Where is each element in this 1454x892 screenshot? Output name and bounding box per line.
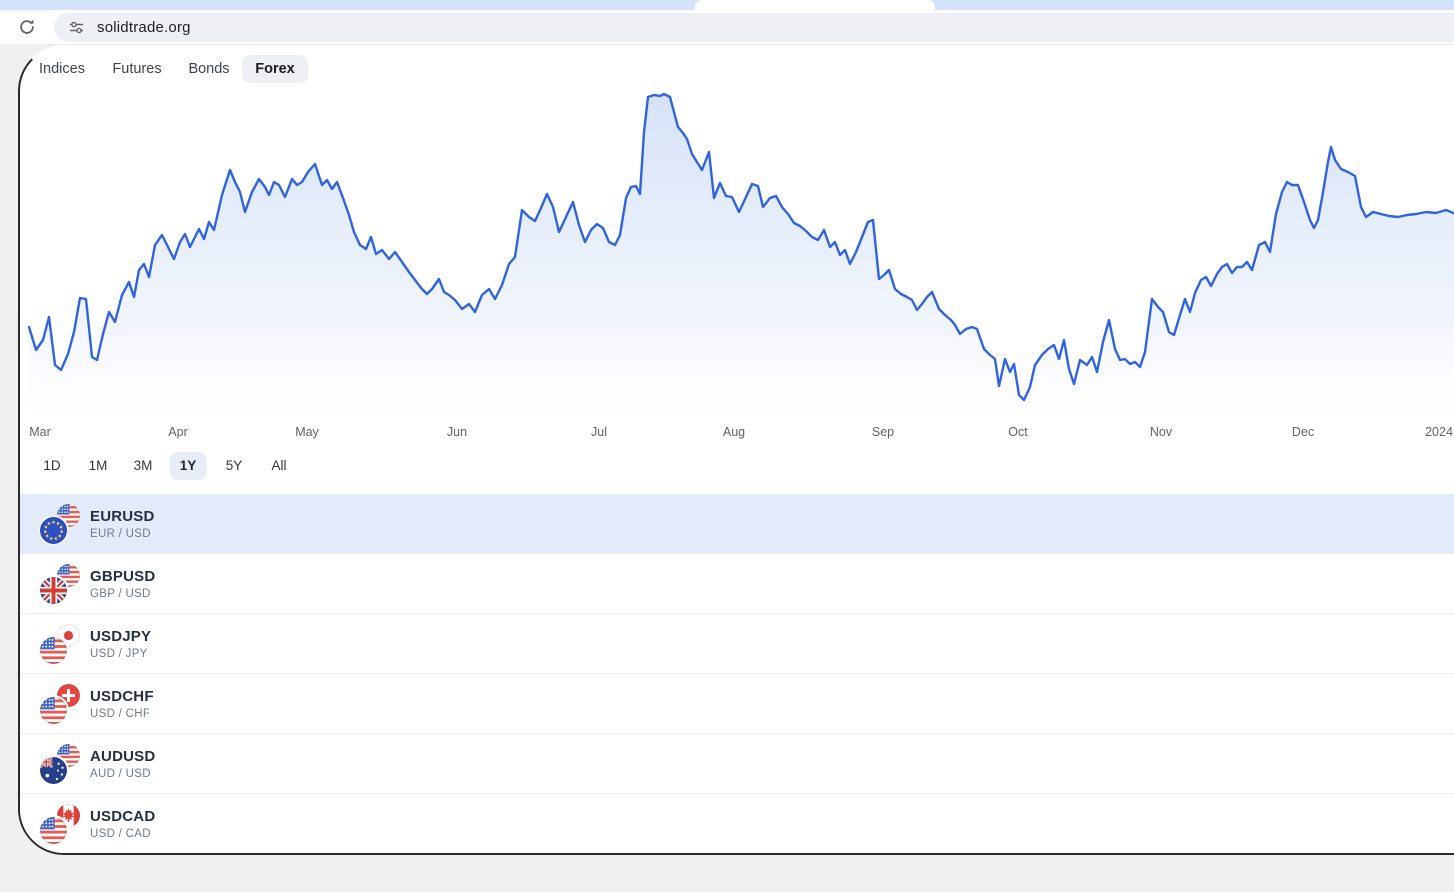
pair-labels: EURUSD EUR / USD xyxy=(90,508,155,540)
flag-gb-icon xyxy=(40,576,67,604)
flag-us-icon xyxy=(40,696,67,724)
currency-pair-icon xyxy=(40,743,80,784)
active-browser-tab[interactable] xyxy=(695,0,935,10)
pair-subtitle: AUD / USD xyxy=(90,767,151,780)
x-tick-apr: Apr xyxy=(168,425,188,439)
chart-area-fill xyxy=(29,94,1454,422)
x-tick-may: May xyxy=(295,425,319,439)
currency-pair-icon xyxy=(40,563,80,604)
market-tabs: Indices Futures Bonds Forex xyxy=(20,55,1454,83)
currency-pair-icon xyxy=(40,623,80,664)
flag-au-icon xyxy=(40,756,67,784)
x-tick-jul: Jul xyxy=(591,425,607,439)
range-all[interactable]: All xyxy=(271,458,287,473)
currency-pair-icon xyxy=(40,804,80,844)
tab-indices[interactable]: Indices xyxy=(39,61,85,77)
pair-symbol: GBPUSD xyxy=(90,567,156,585)
pair-symbol: USDJPY xyxy=(90,627,152,645)
currency-pair-icon xyxy=(40,503,80,544)
pair-symbol: EURUSD xyxy=(90,507,155,525)
range-5y[interactable]: 5Y xyxy=(225,458,243,473)
pair-subtitle: USD / CHF xyxy=(90,707,151,720)
tab-bonds[interactable]: Bonds xyxy=(188,61,230,77)
x-tick-oct: Oct xyxy=(1008,425,1028,439)
x-tick-mar: Mar xyxy=(29,425,51,439)
tab-forex[interactable]: Forex xyxy=(242,55,308,83)
browser-tab-strip xyxy=(0,0,1454,10)
watchlist-row-gbpusd[interactable]: GBPUSD GBP / USD xyxy=(20,554,1454,614)
watchlist-row-usdchf[interactable]: USDCHF USD / CHF xyxy=(20,674,1454,734)
currency-pair-icon xyxy=(40,683,80,724)
tune-icon[interactable] xyxy=(68,19,85,36)
pair-labels: AUDUSD AUD / USD xyxy=(90,748,155,780)
pair-subtitle: USD / JPY xyxy=(90,647,148,660)
flag-us-icon xyxy=(40,817,67,844)
watchlist-row-usdjpy[interactable]: USDJPY USD / JPY xyxy=(20,614,1454,674)
pair-subtitle: GBP / USD xyxy=(90,587,151,600)
x-tick-aug: Aug xyxy=(722,425,746,439)
content-card: Indices Futures Bonds Forex Mar Apr May Jun Jul… xyxy=(18,45,1454,855)
watchlist-row-usdcad[interactable]: USDCAD USD / CAD xyxy=(20,794,1454,853)
flag-eu-icon xyxy=(40,516,67,544)
forex-watchlist: EURUSD EUR / USD GBPUSD GBP / USD USDJPY USD … xyxy=(20,494,1454,853)
pair-labels: USDJPY USD / JPY xyxy=(90,628,151,660)
pair-subtitle: USD / CAD xyxy=(90,828,151,840)
x-tick-jun: Jun xyxy=(446,425,468,439)
reload-button[interactable] xyxy=(14,15,40,41)
url-bar[interactable]: solidtrade.org xyxy=(54,13,1454,42)
range-selector: 1D 1M 3M 1Y 5Y All xyxy=(20,452,1454,482)
pair-symbol: USDCAD xyxy=(90,808,156,825)
range-1d[interactable]: 1D xyxy=(43,458,61,473)
range-1y[interactable]: 1Y xyxy=(169,452,207,480)
x-tick-nov: Nov xyxy=(1149,425,1173,439)
chart-line xyxy=(27,92,1454,402)
reload-icon xyxy=(20,19,34,34)
pair-labels: USDCAD USD / CAD xyxy=(90,808,155,840)
pair-labels: USDCHF USD / CHF xyxy=(90,688,154,720)
pair-labels: GBPUSD GBP / USD xyxy=(90,568,155,600)
x-tick-dec: Dec xyxy=(1291,425,1315,439)
flag-us-icon xyxy=(40,636,67,664)
price-chart[interactable] xyxy=(22,87,1454,422)
watchlist-row-audusd[interactable]: AUDUSD AUD / USD xyxy=(20,734,1454,794)
x-tick-2024: 2024 xyxy=(1425,425,1453,439)
line-chart-svg xyxy=(27,92,1454,422)
page-background: Indices Futures Bonds Forex Mar Apr May Jun Jul… xyxy=(0,45,1454,892)
pair-symbol: USDCHF xyxy=(90,687,154,705)
browser-toolbar: solidtrade.org xyxy=(0,10,1454,45)
range-3m[interactable]: 3M xyxy=(133,458,153,473)
pair-subtitle: EUR / USD xyxy=(90,527,151,540)
range-1m[interactable]: 1M xyxy=(88,458,108,473)
x-axis-labels: Mar Apr May Jun Jul Aug Sep Oct Nov Dec 2024 xyxy=(20,425,1454,445)
pair-symbol: AUDUSD xyxy=(90,747,156,765)
x-tick-sep: Sep xyxy=(871,425,895,439)
url-text: solidtrade.org xyxy=(97,19,191,36)
tab-futures[interactable]: Futures xyxy=(112,61,162,77)
watchlist-row-eurusd[interactable]: EURUSD EUR / USD xyxy=(20,494,1454,554)
